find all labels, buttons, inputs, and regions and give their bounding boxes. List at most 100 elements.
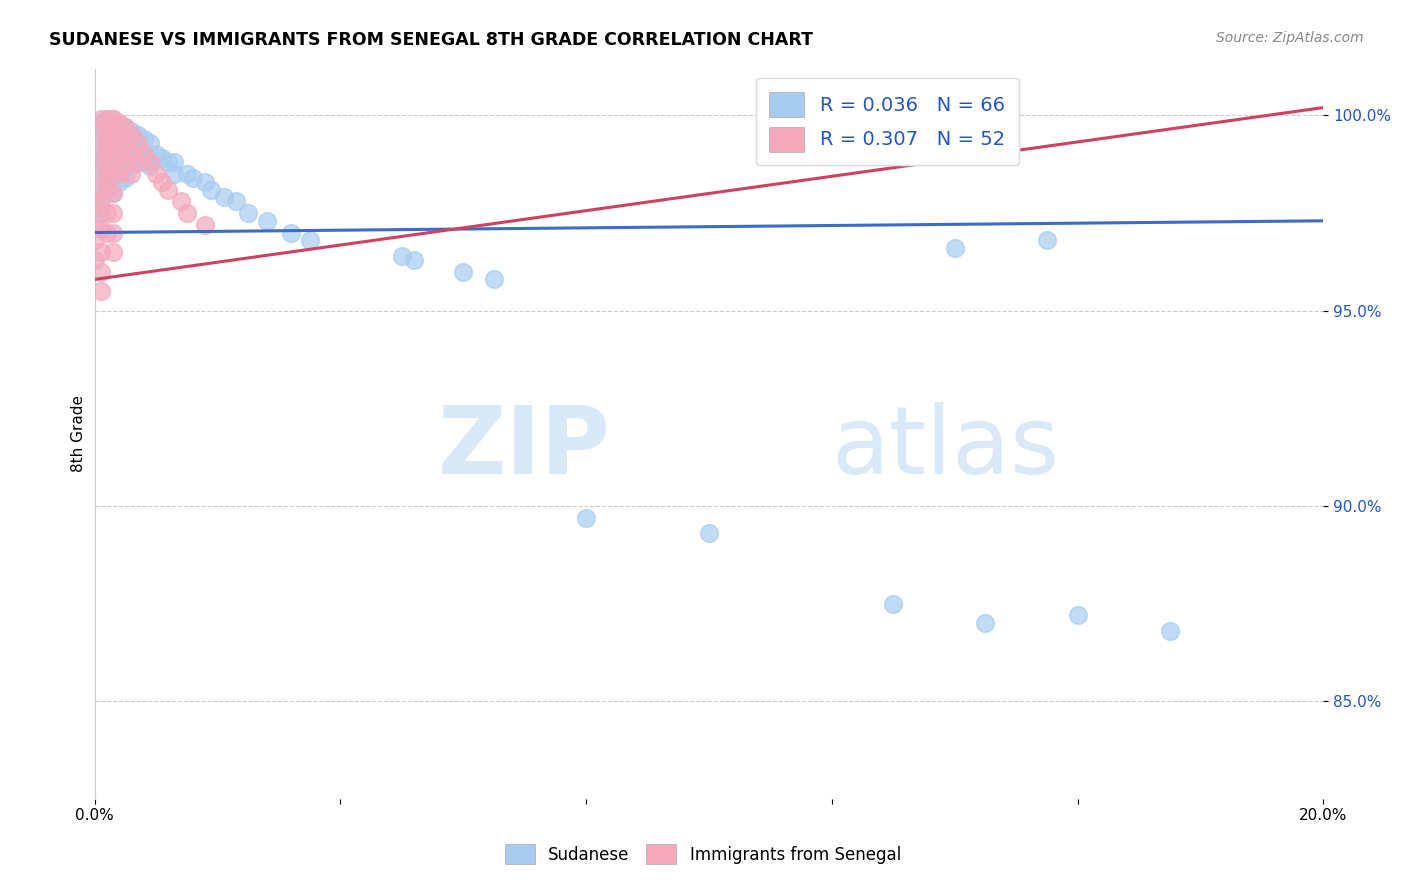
Point [256,214,278,228]
Point [90,284,112,298]
Point [101,136,124,150]
Point [90,175,112,189]
Point [108,116,131,130]
Point [90,112,112,127]
Point [127,147,149,161]
Legend: Sudanese, Immigrants from Senegal: Sudanese, Immigrants from Senegal [498,838,908,871]
Point [114,120,136,134]
Point [120,159,142,173]
Point [1159,624,1181,638]
Point [90,245,112,260]
Point [132,132,155,146]
Point [96,163,118,178]
Point [120,128,142,142]
Point [163,167,186,181]
Point [101,186,124,201]
Point [194,175,217,189]
Point [176,167,198,181]
Text: atlas: atlas [832,402,1060,494]
Point [150,175,173,189]
Point [127,155,149,169]
Point [96,112,118,127]
Point [96,147,118,161]
Point [212,190,235,204]
Point [101,226,124,240]
Point [139,136,162,150]
Point [200,183,222,197]
Point [114,120,136,134]
Point [101,167,124,181]
Point [90,221,112,235]
Text: SUDANESE VS IMMIGRANTS FROM SENEGAL 8TH GRADE CORRELATION CHART: SUDANESE VS IMMIGRANTS FROM SENEGAL 8TH … [49,31,813,49]
Point [108,116,131,130]
Point [108,128,131,142]
Point [90,198,112,212]
Point [114,155,136,169]
Point [101,124,124,138]
Point [90,159,112,173]
Point [298,233,321,247]
Point [120,147,142,161]
Point [83,252,105,267]
Point [451,264,474,278]
Text: ZIP: ZIP [437,402,610,494]
Point [225,194,247,209]
Point [108,159,131,173]
Point [108,144,131,158]
Point [101,136,124,150]
Point [96,120,118,134]
Point [120,139,142,153]
Point [974,615,997,630]
Point [96,226,118,240]
Point [83,214,105,228]
Point [120,124,142,138]
Point [83,194,105,209]
Point [90,120,112,134]
Point [145,167,167,181]
Point [697,526,720,541]
Point [114,136,136,150]
Point [157,155,180,169]
Point [120,167,142,181]
Point [101,206,124,220]
Point [139,159,162,173]
Point [1036,233,1059,247]
Point [391,249,413,263]
Point [157,183,180,197]
Legend: R = 0.036   N = 66, R = 0.307   N = 52: R = 0.036 N = 66, R = 0.307 N = 52 [756,78,1019,165]
Point [90,152,112,166]
Point [101,112,124,127]
Point [90,144,112,158]
Point [90,152,112,166]
Point [127,136,149,150]
Point [575,510,598,524]
Point [181,170,204,185]
Text: Source: ZipAtlas.com: Source: ZipAtlas.com [1216,31,1364,45]
Point [90,132,112,146]
Point [83,120,105,134]
Point [101,124,124,138]
Point [96,112,118,127]
Point [114,152,136,166]
Point [96,206,118,220]
Point [96,167,118,181]
Point [163,155,186,169]
Point [96,178,118,193]
Point [96,183,118,197]
Point [150,152,173,166]
Point [96,136,118,150]
Point [101,167,124,181]
Point [90,190,112,204]
Point [90,167,112,181]
Point [194,218,217,232]
Point [127,128,149,142]
Point [145,147,167,161]
Point [114,170,136,185]
Point [108,147,131,161]
Point [101,152,124,166]
Point [90,136,112,150]
Point [114,136,136,150]
Point [132,147,155,161]
Point [943,241,966,255]
Point [101,112,124,127]
